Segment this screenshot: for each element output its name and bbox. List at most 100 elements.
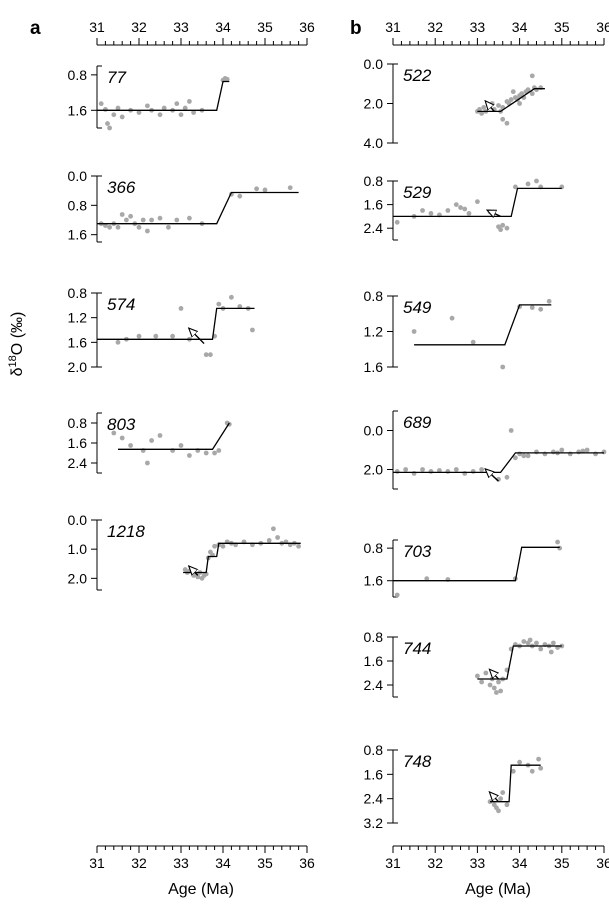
data-point: [111, 430, 117, 436]
y-tick-label: 3.2: [364, 815, 384, 831]
data-point: [411, 471, 417, 476]
x-tick-label: 31: [385, 855, 401, 871]
data-point: [555, 539, 560, 545]
data-point: [458, 205, 463, 210]
data-point: [517, 451, 522, 457]
x-tick-label: 33: [173, 855, 189, 871]
data-point: [504, 225, 510, 231]
x-tick-label: 31: [89, 19, 105, 35]
data-point: [504, 120, 510, 126]
y-axis-title-rest: O (‰): [9, 312, 26, 356]
x-tick-label: 35: [554, 19, 570, 35]
subplot-site-703: 0.8 1.6 703: [364, 539, 563, 598]
fit-line: [414, 304, 552, 346]
data-point: [529, 768, 535, 774]
site-label: 366: [107, 178, 136, 197]
bottom-x-axis-a: 31 32 33 34 35 36: [89, 845, 315, 871]
data-point: [428, 211, 434, 216]
fit-line: [97, 80, 230, 111]
data-point: [462, 206, 468, 212]
data-point: [266, 538, 272, 543]
data-point: [149, 217, 155, 223]
y-tick-label: 1.6: [68, 435, 88, 451]
top-x-axis-a: 31 32 33 34 35 36: [89, 19, 315, 46]
data-point: [527, 637, 533, 643]
y-tick-label: 0.8: [364, 288, 384, 304]
site-label: 748: [403, 752, 432, 771]
site-label: 703: [403, 542, 432, 561]
data-point: [504, 474, 510, 480]
subplot-site-574: 0.8 1.2 1.6 2.0 574: [68, 285, 255, 375]
fit-line: [97, 307, 255, 340]
data-point: [161, 105, 167, 111]
subplot-site-1218: 0.0 1.0 2.0 1218: [68, 512, 301, 591]
data-point: [191, 110, 197, 115]
y-tick-label: 2.0: [364, 96, 384, 112]
data-point: [212, 543, 218, 549]
data-point: [170, 333, 176, 339]
subplot-site-689: 0.0 2.0 689: [364, 410, 607, 490]
data-point: [475, 673, 480, 679]
data-point: [534, 449, 539, 455]
data-point: [453, 467, 459, 472]
y-tick-label: 1.6: [68, 334, 88, 350]
data-point: [538, 85, 544, 91]
data-point: [203, 352, 209, 358]
y-tick-label: 0.8: [364, 540, 384, 556]
y-tick-label: 2.0: [68, 359, 88, 375]
data-point: [212, 450, 218, 456]
data-point: [287, 185, 293, 191]
data-point: [157, 433, 163, 438]
fit-line: [490, 764, 541, 803]
data-point: [403, 467, 409, 472]
x-tick-label: 32: [427, 19, 443, 35]
data-point: [145, 460, 150, 466]
fit-line: [118, 422, 230, 450]
data-point: [208, 352, 213, 358]
subplot-site-549: 0.8 1.2 1.6 549: [364, 288, 552, 375]
data-point: [107, 125, 112, 131]
subplot-site-522: 0.0 2.0 4.0 522: [364, 56, 545, 151]
data-point: [411, 329, 417, 334]
data-point: [525, 453, 531, 459]
data-point: [145, 103, 150, 109]
data-point: [487, 682, 493, 688]
data-point: [489, 101, 495, 106]
data-point: [229, 294, 234, 300]
top-x-axis-b: 31 32 33 34 35 36: [385, 19, 609, 46]
subplot-site-529: 0.8 1.6 2.4 529: [364, 173, 565, 241]
data-point: [512, 455, 518, 461]
x-tick-label: 34: [215, 19, 231, 35]
data-point: [203, 450, 209, 456]
data-point: [216, 301, 222, 307]
x-tick-label: 35: [554, 855, 570, 871]
data-point: [538, 646, 544, 652]
x-tick-label: 36: [299, 19, 315, 35]
x-axis-title-b: Age (Ma): [465, 881, 531, 898]
y-tick-label: 0.8: [364, 742, 384, 758]
y-tick-label: 2.4: [68, 455, 88, 471]
y-tick-label: 1.6: [364, 766, 384, 782]
data-point: [500, 364, 506, 370]
data-point: [149, 438, 155, 443]
fit-line: [477, 88, 545, 113]
y-tick-label: 2.4: [364, 677, 384, 693]
y-tick-label: 1.6: [68, 102, 88, 118]
y-tick-label: 4.0: [364, 135, 384, 151]
data-point: [529, 73, 535, 79]
y-tick-label: 1.2: [68, 310, 88, 326]
data-point: [462, 471, 468, 476]
data-point: [128, 443, 134, 448]
data-point: [136, 110, 142, 115]
y-tick-label: 0.8: [68, 197, 88, 213]
x-tick-label: 32: [427, 855, 443, 871]
fit-line: [393, 546, 560, 582]
y-tick-label: 1.6: [364, 359, 384, 375]
x-tick-label: 35: [257, 855, 273, 871]
bottom-x-axis-b: 31 32 33 34 35 36: [385, 845, 609, 871]
transition-arrow: [189, 329, 205, 345]
x-tick-label: 33: [470, 855, 486, 871]
data-point: [510, 768, 516, 774]
x-tick-label: 34: [215, 855, 231, 871]
data-point: [105, 121, 110, 126]
